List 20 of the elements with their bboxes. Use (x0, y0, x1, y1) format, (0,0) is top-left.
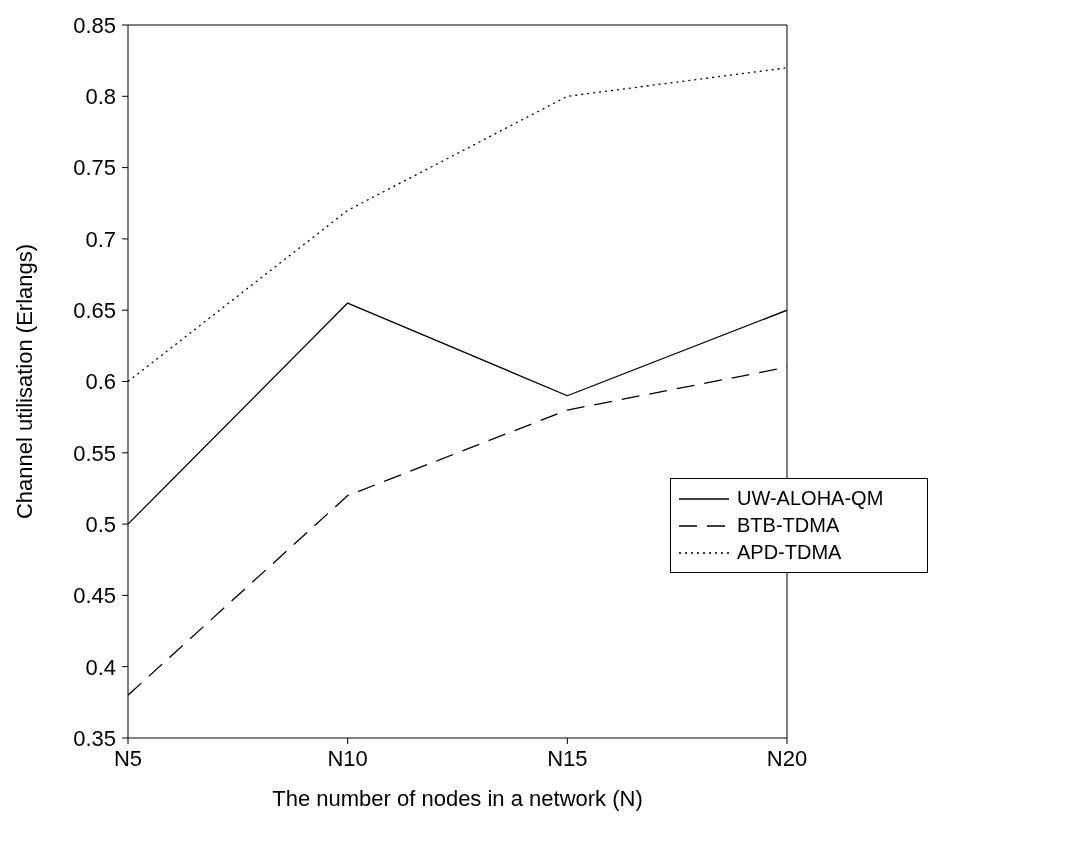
y-tick-label: 0.5 (85, 511, 116, 537)
y-axis-title: Channel utilisation (Erlangs) (11, 243, 37, 520)
y-tick-label: 0.65 (73, 298, 116, 324)
y-tick-label: 0.6 (85, 369, 116, 395)
y-tick-label: 0.8 (85, 84, 116, 110)
x-tick-label: N5 (113, 745, 143, 771)
y-tick-label: 0.4 (85, 654, 116, 680)
x-tick-label: N15 (547, 745, 588, 771)
y-tick-label: 0.45 (73, 583, 116, 609)
legend-label: APD-TDMA (737, 541, 842, 564)
x-tick-label: N10 (327, 745, 368, 771)
x-axis-title: The number of nodes in a network (N) (272, 786, 643, 811)
y-tick-label: 0.55 (73, 440, 116, 466)
x-tick-label: N20 (766, 745, 808, 771)
y-tick-label: 0.85 (73, 12, 116, 38)
y-tick-label: 0.35 (73, 725, 116, 751)
legend-label: UW-ALOHA-QM (737, 487, 884, 510)
y-tick-label: 0.75 (73, 155, 116, 181)
legend-label: BTB-TDMA (737, 514, 840, 537)
y-tick-label: 0.7 (85, 226, 116, 252)
